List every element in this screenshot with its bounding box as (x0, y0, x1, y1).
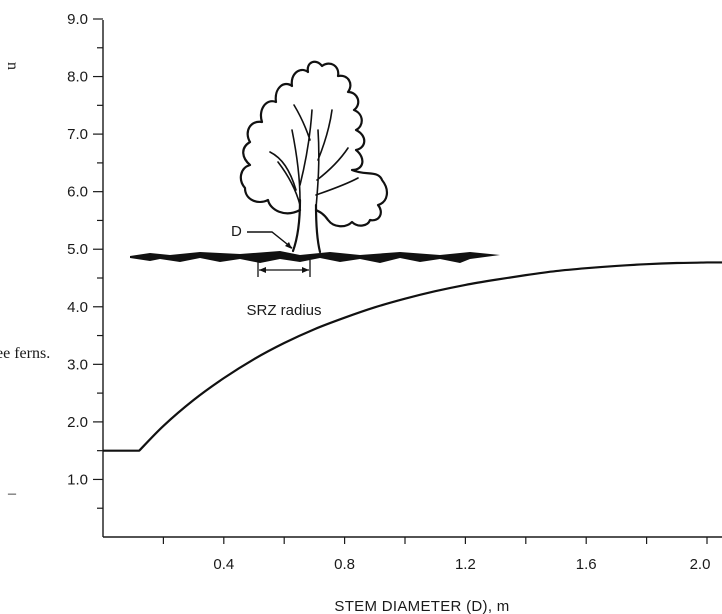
srz-arrow-right (302, 267, 309, 273)
y-tick-label: 4.0 (67, 299, 88, 316)
edge-fragment-top: n (4, 62, 21, 70)
x-axis-title: STEM DIAMETER (D), m (334, 598, 509, 614)
x-axis-ticks: 0.4 0.8 1.2 1.6 2.0 (162, 537, 711, 573)
y-tick-label: 2.0 (67, 414, 88, 431)
y-tick-label: 8.0 (67, 69, 88, 86)
x-tick-label: 2.0 (690, 556, 711, 573)
ground-line (130, 251, 500, 263)
edge-fragment-middle: ee ferns. (0, 345, 50, 362)
tree-canopy (239, 60, 388, 228)
y-tick-label: 6.0 (67, 184, 88, 201)
x-tick-label: 0.8 (334, 556, 355, 573)
y-tick-label: 5.0 (67, 241, 88, 258)
y-tick-label: 9.0 (67, 11, 88, 28)
y-tick-label: 7.0 (67, 126, 88, 143)
tree-illustration (130, 60, 500, 263)
x-tick-label: 1.6 (576, 556, 597, 573)
srz-radius-label: SRZ radius (246, 302, 321, 319)
y-tick-label: 3.0 (67, 356, 88, 373)
edge-fragment-bottom: – (7, 485, 17, 502)
x-tick-label: 1.2 (455, 556, 476, 573)
d-pointer (247, 231, 293, 249)
y-axis-ticks: 1.0 2.0 3.0 4.0 5.0 6.0 7.0 8.0 9.0 (67, 11, 103, 509)
srz-curve (103, 261, 722, 452)
srz-arrow-left (259, 267, 266, 273)
x-tick-label: 0.4 (213, 556, 234, 573)
tree-branches (269, 104, 359, 209)
d-pointer-arrowhead (285, 242, 292, 249)
d-label: D (231, 223, 242, 240)
y-tick-label: 1.0 (67, 471, 88, 488)
